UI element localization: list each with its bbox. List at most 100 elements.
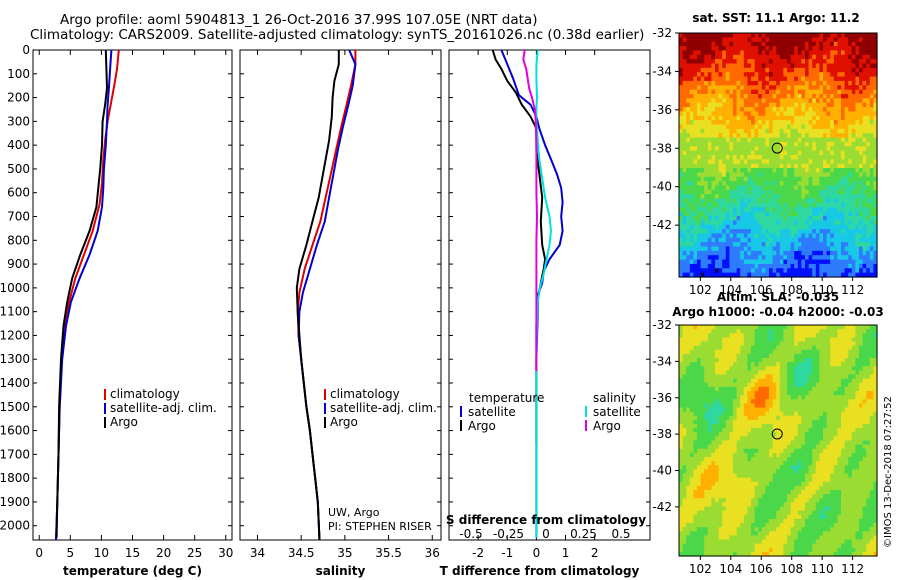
map-cell <box>686 37 691 43</box>
map-cell <box>833 150 838 156</box>
map-cell <box>787 237 792 243</box>
map-cell <box>830 237 835 243</box>
map-cell <box>848 395 853 400</box>
map-cell <box>693 115 698 121</box>
map-cell <box>751 366 756 371</box>
map-cell <box>711 255 716 261</box>
map-cell <box>787 432 792 437</box>
map-cell <box>819 419 824 425</box>
map-cell <box>772 128 777 134</box>
map-cell <box>693 111 698 117</box>
map-cell <box>805 211 810 217</box>
x-tick-label: 35 <box>337 546 352 560</box>
map-cell <box>682 424 687 429</box>
map-cell <box>855 89 860 95</box>
map-cell <box>779 407 784 413</box>
map-cell <box>808 263 813 269</box>
map-cell <box>776 250 781 256</box>
map-cell <box>844 349 849 355</box>
map-cell <box>826 358 831 363</box>
map-cell <box>729 233 734 239</box>
map-cell <box>722 263 727 269</box>
map-cell <box>729 168 734 174</box>
map-cell <box>794 382 799 388</box>
map-cell <box>826 185 831 191</box>
map-cell <box>772 207 777 213</box>
map-cell <box>686 155 691 160</box>
map-cell <box>859 432 864 437</box>
map-cell <box>801 46 806 52</box>
map-cell <box>761 242 766 248</box>
map-cell <box>758 63 763 69</box>
map-cell <box>837 76 842 82</box>
map-cell <box>830 128 835 134</box>
map-cell <box>769 176 774 182</box>
map-cell <box>869 378 874 384</box>
map-cell <box>769 407 774 413</box>
map-cell <box>869 202 874 208</box>
map-cell <box>805 141 810 147</box>
map-cell <box>794 419 799 425</box>
map-cell <box>776 382 781 388</box>
map-cell <box>740 268 745 274</box>
map-cell <box>729 341 734 347</box>
map-cell <box>718 399 723 404</box>
map-cell <box>783 133 788 139</box>
map-cell <box>833 345 838 351</box>
map-cell <box>855 233 860 239</box>
map-cell <box>689 37 694 43</box>
map-cell <box>769 272 774 278</box>
map-cell <box>736 444 741 450</box>
map-cell <box>725 337 730 343</box>
map-cell <box>769 198 774 204</box>
map-cell <box>801 172 806 178</box>
map-cell <box>844 46 849 52</box>
map-cell <box>808 72 813 78</box>
map-cell <box>718 255 723 261</box>
map-cell <box>812 33 817 38</box>
map-cell <box>848 233 853 239</box>
map-cell <box>776 216 781 221</box>
map-cell <box>841 403 846 409</box>
map-cell <box>704 41 709 47</box>
map-cell <box>740 333 745 338</box>
map-cell <box>837 176 842 182</box>
map-cell <box>787 207 792 213</box>
map-cell <box>772 102 777 108</box>
map-cell <box>686 444 691 450</box>
map-cell <box>707 72 712 78</box>
map-cell <box>765 349 770 355</box>
map-cell <box>844 263 849 269</box>
map-cell <box>761 115 766 121</box>
map-cell <box>776 54 781 60</box>
map-cell <box>733 85 738 91</box>
map-cell <box>729 337 734 343</box>
map-cell <box>733 395 738 400</box>
map-cell <box>808 349 813 355</box>
map-cell <box>819 141 824 147</box>
map-cell <box>830 137 835 143</box>
map-cell <box>812 378 817 384</box>
map-cell <box>682 224 687 230</box>
map-cell <box>697 341 702 347</box>
map-cell <box>751 329 756 334</box>
map-cell <box>826 233 831 239</box>
map-cell <box>747 419 752 425</box>
y-tick-label: 700 <box>7 210 30 224</box>
map-cell <box>848 432 853 437</box>
map-cell <box>718 41 723 47</box>
map-cell <box>761 176 766 182</box>
map-cell <box>801 337 806 343</box>
map-cell <box>704 424 709 429</box>
map-cell <box>689 107 694 113</box>
map-cell <box>718 362 723 367</box>
map-cell <box>751 403 756 409</box>
map-cell <box>779 220 784 226</box>
map-cell <box>704 94 709 99</box>
map-cell <box>873 246 878 252</box>
map-cell <box>686 337 691 343</box>
map-cell <box>769 194 774 200</box>
map-cell <box>823 268 828 274</box>
map-cell <box>844 216 849 221</box>
map-cell <box>815 168 820 174</box>
